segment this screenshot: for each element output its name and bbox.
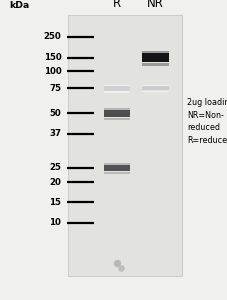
Bar: [143, 86, 169, 90]
Text: 20: 20: [49, 178, 61, 187]
Text: 100: 100: [44, 67, 61, 76]
Text: 75: 75: [49, 84, 61, 93]
Bar: [104, 108, 130, 110]
Text: 10: 10: [49, 218, 61, 227]
Bar: [104, 165, 130, 171]
Text: 150: 150: [44, 53, 61, 62]
Bar: [104, 118, 130, 120]
Bar: [68, 15, 182, 276]
Text: 50: 50: [49, 109, 61, 118]
Point: [119, 265, 123, 270]
Bar: [143, 63, 169, 66]
Bar: [143, 85, 169, 86]
Bar: [104, 163, 130, 165]
Bar: [104, 91, 130, 93]
Text: R: R: [113, 0, 121, 10]
Bar: [143, 91, 169, 92]
Text: kDa: kDa: [9, 2, 29, 10]
Text: 15: 15: [49, 198, 61, 207]
Bar: [143, 51, 169, 54]
Bar: [143, 53, 169, 62]
Bar: [104, 172, 130, 174]
Point: [115, 261, 119, 266]
Text: 250: 250: [44, 32, 61, 41]
Bar: [104, 86, 130, 91]
Bar: [104, 85, 130, 86]
Text: NR: NR: [147, 0, 164, 10]
Text: 2ug loading
NR=Non-
reduced
R=reduced: 2ug loading NR=Non- reduced R=reduced: [187, 98, 227, 145]
Bar: [104, 110, 130, 117]
Text: 25: 25: [49, 164, 61, 172]
Text: 37: 37: [49, 129, 61, 138]
